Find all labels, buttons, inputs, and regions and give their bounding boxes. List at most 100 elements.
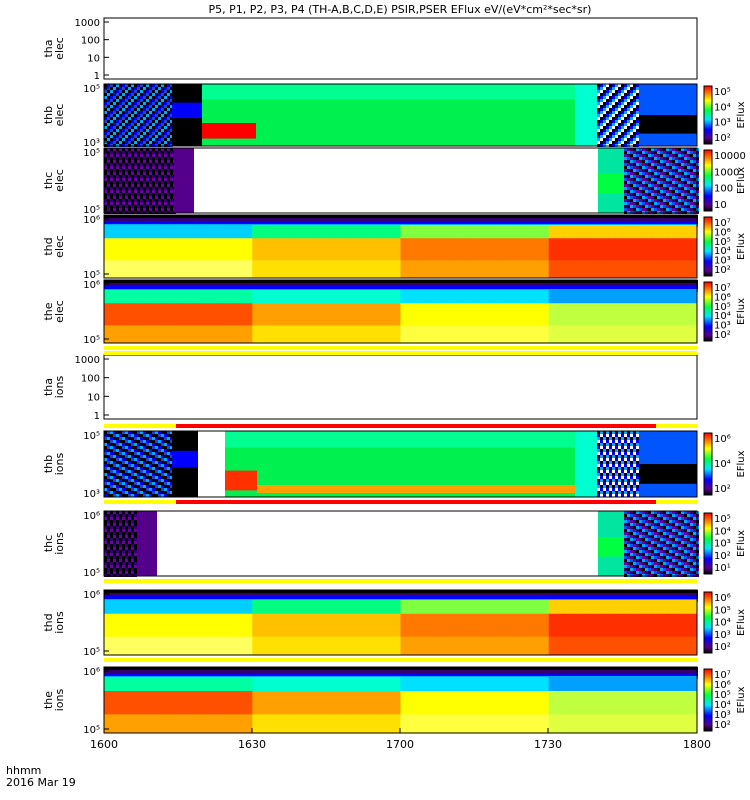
noise-cell — [428, 283, 431, 286]
spectral-cell — [548, 329, 565, 335]
noise-cell — [651, 202, 654, 205]
spectral-cell — [682, 334, 698, 340]
noise-cell — [164, 458, 167, 461]
noise-cell — [684, 175, 687, 178]
noise-cell — [624, 141, 627, 144]
noise-cell — [665, 283, 668, 286]
noise-cell — [636, 102, 639, 105]
noise-cell — [239, 221, 242, 224]
noise-cell — [170, 437, 173, 440]
noise-cell — [152, 105, 155, 108]
noise-cell — [672, 184, 675, 187]
spectral-cell — [252, 307, 268, 313]
noise-cell — [644, 218, 647, 221]
noise-cell — [419, 218, 422, 221]
spectral-cell — [163, 273, 179, 279]
spectral-cell — [548, 225, 565, 230]
noise-cell — [110, 184, 113, 187]
spectral-cell — [385, 264, 401, 270]
spectral-cell — [593, 294, 609, 300]
spectral-cell — [207, 334, 224, 340]
spectral-cell — [370, 290, 387, 295]
spectral-cell — [593, 307, 609, 313]
noise-cell — [578, 280, 581, 283]
noise-cell — [666, 196, 669, 199]
noise-cell — [155, 84, 158, 87]
noise-cell — [630, 96, 633, 99]
noise-cell — [648, 157, 651, 160]
spectral-cell — [578, 247, 594, 252]
spectral-block — [172, 102, 202, 119]
noise-cell — [131, 449, 134, 452]
noise-cell — [365, 221, 368, 224]
spectral-cell — [563, 312, 579, 317]
noise-cell — [209, 286, 212, 289]
spectral-cell — [356, 225, 372, 230]
spectral-cell — [207, 290, 224, 295]
spectral-cell — [385, 338, 401, 344]
spectral-cell — [163, 298, 179, 304]
noise-cell — [128, 208, 131, 211]
spectral-cell — [430, 298, 446, 304]
noise-cell — [158, 175, 161, 178]
noise-cell — [110, 129, 113, 132]
noise-cell — [597, 117, 600, 120]
noise-cell — [662, 215, 665, 218]
noise-cell — [332, 221, 335, 224]
noise-cell — [627, 129, 630, 132]
noise-cell — [143, 458, 146, 461]
noise-cell — [107, 286, 110, 289]
noise-cell — [128, 283, 131, 286]
noise-cell — [630, 126, 633, 129]
noise-cell — [632, 280, 635, 283]
noise-cell — [137, 286, 140, 289]
noise-cell — [377, 221, 380, 224]
noise-cell — [617, 286, 620, 289]
noise-cell — [347, 215, 350, 218]
noise-cell — [149, 93, 152, 96]
noise-cell — [668, 215, 671, 218]
noise-cell — [666, 205, 669, 208]
noise-cell — [335, 280, 338, 283]
spectral-cell — [267, 251, 283, 257]
noise-cell — [143, 470, 146, 473]
noise-cell — [497, 218, 500, 221]
spectral-cell — [341, 334, 357, 340]
noise-cell — [236, 215, 239, 218]
noise-cell — [612, 93, 615, 96]
noise-cell — [527, 280, 530, 283]
noise-cell — [624, 129, 627, 132]
noise-cell — [359, 286, 362, 289]
noise-cell — [185, 215, 188, 218]
noise-cell — [633, 175, 636, 178]
spectral-cell — [267, 273, 283, 279]
noise-cell — [218, 218, 221, 221]
noise-cell — [308, 221, 311, 224]
noise-cell — [131, 126, 134, 129]
noise-cell — [110, 461, 113, 464]
noise-cell — [116, 467, 119, 470]
noise-cell — [618, 105, 621, 108]
noise-cell — [110, 440, 113, 443]
noise-cell — [110, 102, 113, 105]
noise-cell — [647, 283, 650, 286]
noise-cell — [152, 84, 155, 87]
noise-cell — [116, 446, 119, 449]
noise-cell — [464, 286, 467, 289]
noise-cell — [185, 283, 188, 286]
spectral-cell — [682, 325, 698, 331]
noise-cell — [152, 141, 155, 144]
noise-cell — [269, 280, 272, 283]
noise-cell — [134, 473, 137, 476]
noise-cell — [545, 215, 548, 218]
noise-cell — [603, 108, 606, 111]
spectral-cell — [593, 247, 609, 252]
noise-cell — [627, 190, 630, 193]
noise-cell — [113, 437, 116, 440]
panel-ylabel: thb — [42, 106, 55, 124]
spectral-cell — [267, 247, 283, 252]
noise-cell — [362, 286, 365, 289]
noise-cell — [560, 280, 563, 283]
noise-cell — [410, 221, 413, 224]
